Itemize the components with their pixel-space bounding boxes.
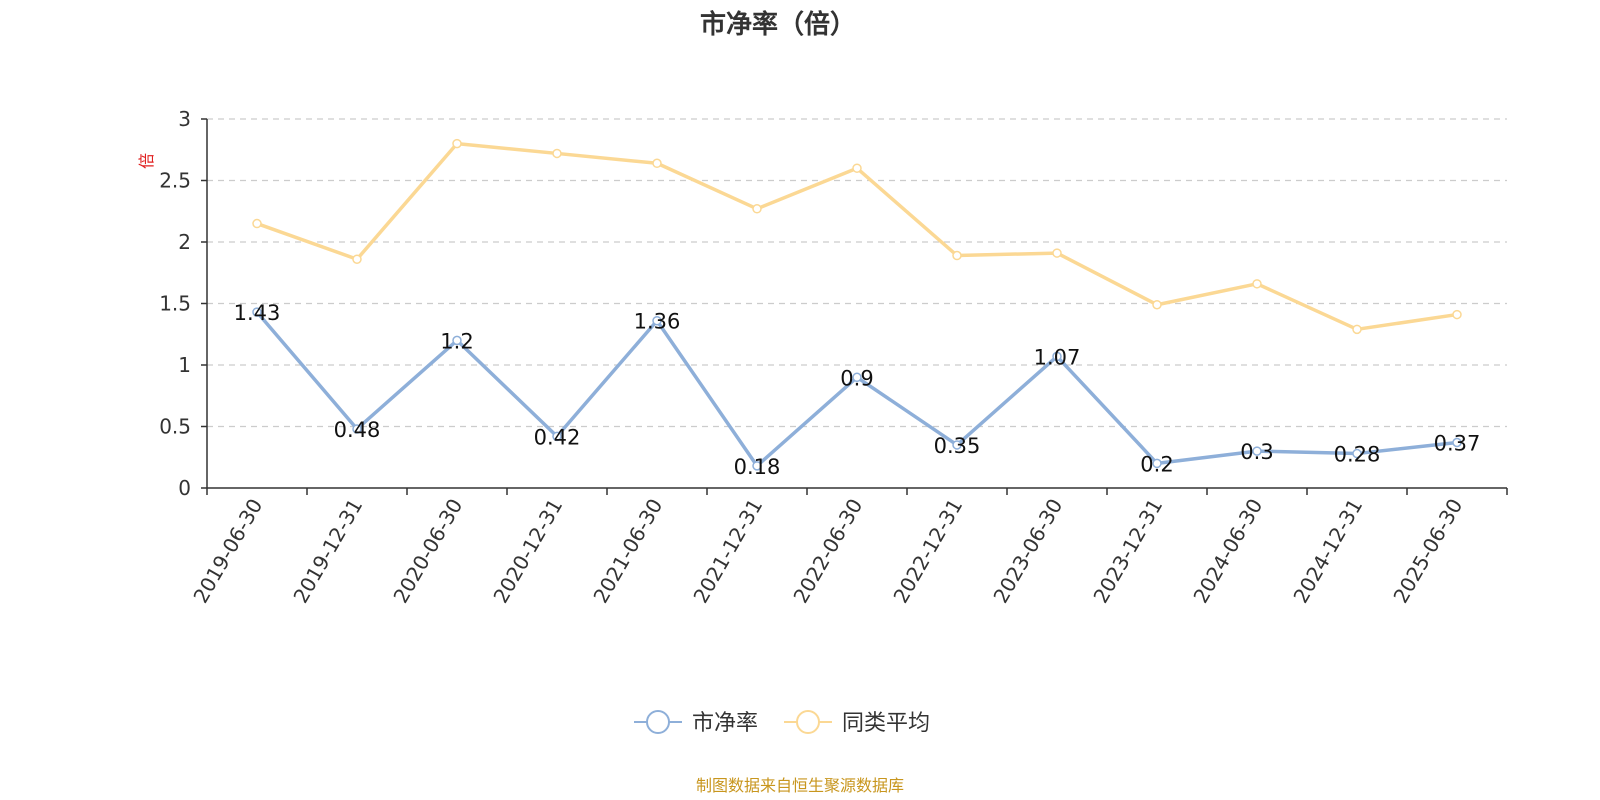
data-label: 1.36 [634,310,681,334]
y-tick-label: 1 [178,353,191,377]
data-label: 1.43 [234,301,281,325]
data-point[interactable] [952,250,962,261]
data-label: 0.18 [734,455,781,479]
x-tick-label: 2019-12-31 [288,495,367,608]
legend-item-1[interactable]: 同类平均 [784,710,930,736]
y-tick-label: 1.5 [159,292,191,316]
data-point[interactable] [652,315,662,326]
data-point[interactable] [1452,309,1462,320]
data-label: 0.35 [934,434,981,458]
chart-title: 市净率（倍） [700,9,856,40]
data-point[interactable] [1252,279,1262,289]
x-tick-label: 2021-12-31 [688,495,767,608]
x-tick-label: 2025-06-30 [1388,495,1467,608]
data-point[interactable] [852,372,862,383]
data-point[interactable] [752,204,762,214]
data-point[interactable] [1152,458,1162,469]
data-point[interactable] [752,461,762,471]
x-tick-label: 2021-06-30 [588,495,667,608]
x-tick-label: 2022-06-30 [788,495,867,608]
x-tick-label: 2023-12-31 [1088,495,1167,608]
data-point[interactable] [252,307,262,317]
legend-label: 同类平均 [842,711,930,736]
data-point[interactable] [1452,437,1462,448]
data-label: 0.9 [840,366,873,390]
data-point[interactable] [1352,448,1362,459]
data-point[interactable] [352,254,362,264]
data-point[interactable] [652,158,662,169]
x-tick-label: 2024-12-31 [1288,495,1367,608]
data-label: 1.2 [440,329,473,353]
x-tick-label: 2024-06-30 [1188,495,1267,608]
data-point[interactable] [1352,324,1362,335]
data-point[interactable] [552,148,562,159]
x-tick-label: 2020-12-31 [488,495,567,608]
y-tick-label: 0.5 [159,415,191,439]
series-lines [252,138,1462,471]
data-point[interactable] [1252,446,1262,456]
data-label: 1.07 [1034,345,1081,369]
data-label: 0.37 [1434,431,1481,455]
legend[interactable]: 市净率 同类平均 [634,710,930,736]
data-point[interactable] [1052,248,1062,258]
data-point[interactable] [552,431,562,442]
data-label: 0.42 [534,425,581,449]
data-source-note: 制图数据来自恒生聚源数据库 [696,776,904,795]
x-tick-label: 2023-06-30 [988,495,1067,608]
data-point[interactable] [352,424,362,434]
grid-lines [207,118,1507,428]
data-label: 0.28 [1334,443,1381,467]
data-point[interactable] [1052,351,1062,362]
data-point[interactable] [252,218,262,229]
y-tick-label: 2.5 [159,169,191,193]
legend-label: 市净率 [692,711,758,736]
data-point[interactable] [452,138,462,149]
data-label: 0.48 [334,418,381,442]
legend-item-0[interactable]: 市净率 [634,710,758,736]
legend-marker-icon [796,710,820,734]
legend-marker-icon [646,710,670,734]
x-tick-label: 2022-12-31 [888,495,967,608]
y-tick-label: 0 [178,476,191,500]
axes: 0 0.5 1 1.5 2 2.5 3 2019-06-30 2019-12-31 2020-06… [159,107,1508,608]
data-point[interactable] [952,440,962,450]
data-labels: 1.43 0.48 1.2 0.42 1.36 0.18 0.9 0.35 1.07 0.2 0.3… [234,301,1481,479]
x-tick-label: 2019-06-30 [188,495,267,608]
y-axis-unit-label: 倍 [137,153,156,169]
data-point[interactable] [1152,299,1162,310]
data-label: 0.3 [1240,440,1273,464]
y-tick-label: 3 [178,107,191,131]
data-point[interactable] [452,335,462,346]
data-point[interactable] [852,163,862,173]
y-tick-label: 2 [178,230,191,254]
data-label: 0.2 [1140,452,1173,476]
x-tick-label: 2020-06-30 [388,495,467,608]
